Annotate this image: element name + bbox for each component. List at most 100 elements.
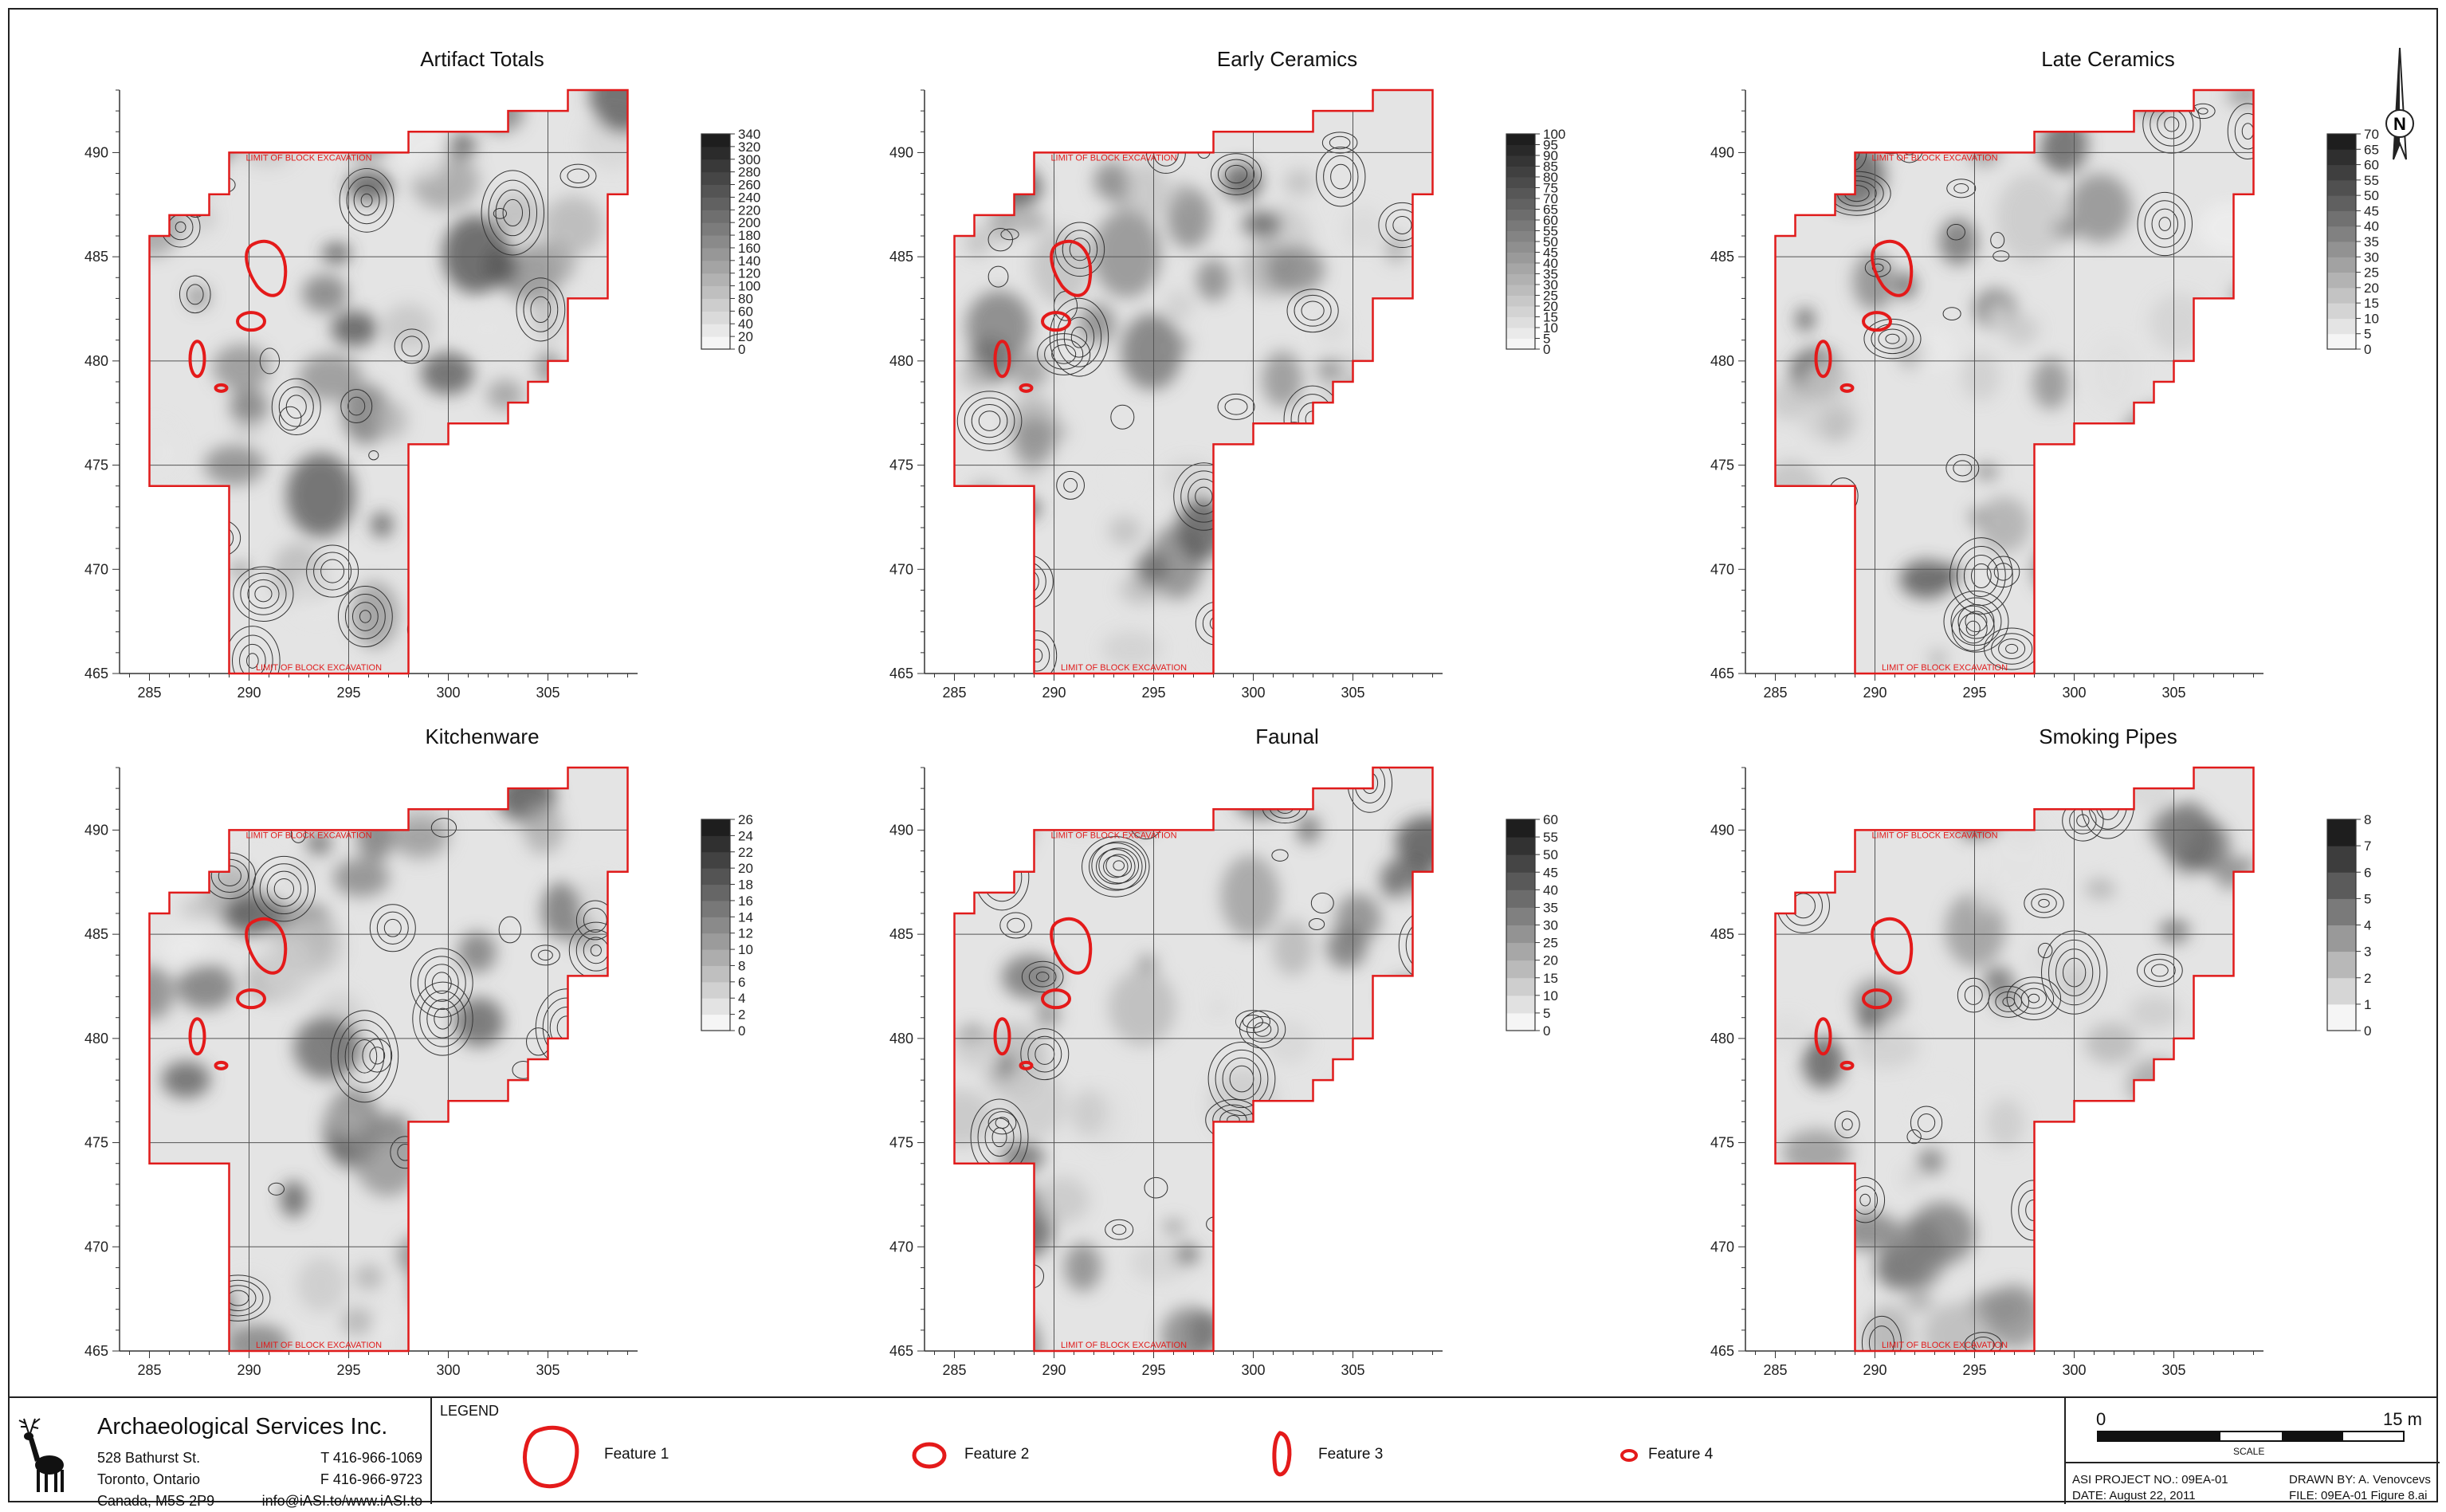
map-panel: Artifact Totals 285 290 295 300 305 465 470 475 4… <box>80 44 885 745</box>
scale-value-label: 320 <box>738 139 760 155</box>
y-tick-label: 475 <box>1710 458 1734 473</box>
x-tick-label: 285 <box>137 1362 161 1378</box>
boundary-label: LIMIT OF BLOCK EXCAVATION <box>245 831 371 840</box>
y-tick-label: 470 <box>1710 1239 1734 1255</box>
scale-value-label: 5 <box>2364 327 2371 342</box>
y-tick-label: 485 <box>889 926 913 942</box>
y-tick-label: 475 <box>84 458 108 473</box>
feature-4-symbol <box>1620 1449 1638 1462</box>
scale-value-label: 5 <box>2364 891 2371 906</box>
y-tick-label: 490 <box>889 822 913 838</box>
x-tick-label: 300 <box>2062 685 2086 701</box>
scale-value-label: 90 <box>1543 148 1558 163</box>
scale-value-label: 140 <box>738 253 760 269</box>
feature-2-outline <box>1041 311 1071 332</box>
x-tick-label: 300 <box>1241 1362 1265 1378</box>
value-scale-bar: 0204060801001201401601802002202402602803… <box>701 127 760 357</box>
map-axes: 285 290 295 300 305 465 470 475 480 485 490 <box>84 89 638 701</box>
y-tick-label: 485 <box>84 249 108 265</box>
address-street: 528 Bathurst St. <box>97 1450 201 1466</box>
y-tick-label: 480 <box>84 353 108 369</box>
scale-value-label: 160 <box>738 241 760 256</box>
y-tick-label: 465 <box>1710 1343 1734 1359</box>
feature-3-outline <box>188 340 206 379</box>
company-block: Archaeological Services Inc. 528 Bathurs… <box>8 1398 432 1509</box>
scale-value-label: 60 <box>2364 158 2379 173</box>
x-tick-label: 305 <box>536 1362 559 1378</box>
scale-value-label: 15 <box>2364 296 2379 311</box>
scale-value-label: 100 <box>738 279 760 294</box>
legend-label-feature-1: Feature 1 <box>604 1446 669 1463</box>
scale-value-label: 3 <box>2364 945 2371 960</box>
contact-tel: T 416-966-1069 <box>320 1450 422 1466</box>
value-scale-bar: 0510152025303540455055606570758085909510… <box>1506 127 1565 357</box>
legend-block: LEGEND Feature 1 Feature 2 Feature 3 Fea… <box>430 1398 2064 1504</box>
scale-value-label: 25 <box>2364 265 2379 281</box>
x-tick-label: 285 <box>942 1362 966 1378</box>
scale-value-label: 6 <box>738 975 745 990</box>
contour-surface <box>149 768 628 1351</box>
scale-value-label: 10 <box>738 942 753 957</box>
contour-surface <box>1775 768 2254 1351</box>
feature-1-outline <box>1050 917 1093 975</box>
y-tick-label: 470 <box>889 561 913 577</box>
scale-value-label: 60 <box>1543 213 1558 228</box>
scale-value-label: 5 <box>1543 1006 1550 1021</box>
address-city: Toronto, Ontario <box>97 1471 201 1487</box>
scale-value-label: 16 <box>738 893 753 909</box>
x-tick-label: 290 <box>1863 1362 1887 1378</box>
scale-value-label: 240 <box>738 190 760 205</box>
boundary-label: LIMIT OF BLOCK EXCAVATION <box>1871 153 1997 163</box>
feature-1-outline <box>245 239 288 297</box>
scale-value-label: 80 <box>738 291 753 306</box>
scale-value-label: 35 <box>1543 900 1558 915</box>
scale-value-label: 180 <box>738 228 760 243</box>
y-tick-label: 485 <box>1710 926 1734 942</box>
address-country: Canada, M5S 2P9 <box>97 1493 215 1509</box>
x-tick-label: 290 <box>237 1362 261 1378</box>
y-tick-label: 485 <box>1710 249 1734 265</box>
feature-1-symbol <box>523 1425 579 1489</box>
contour-surface <box>954 90 1433 674</box>
scale-value-label: 8 <box>2364 812 2371 827</box>
scale-value-label: 20 <box>738 329 753 344</box>
legend-label-feature-3: Feature 3 <box>1318 1446 1384 1463</box>
y-tick-label: 480 <box>889 353 913 369</box>
panel-title: Faunal <box>1255 725 1319 748</box>
x-tick-label: 295 <box>1962 685 1986 701</box>
project-number: ASI PROJECT NO.: 09EA-01 <box>2072 1473 2228 1486</box>
panel-title: Late Ceramics <box>2041 47 2175 71</box>
map-axes: 285 290 295 300 305 465 470 475 480 485 490 <box>1710 89 2263 701</box>
y-tick-label: 465 <box>889 1343 913 1359</box>
feature-4-outline <box>1019 1060 1034 1070</box>
y-tick-label: 465 <box>1710 666 1734 681</box>
scale-value-label: 14 <box>738 909 753 925</box>
y-tick-label: 465 <box>84 1343 108 1359</box>
y-tick-label: 470 <box>1710 561 1734 577</box>
scale-value-label: 85 <box>1543 159 1558 175</box>
north-arrow-icon: N <box>2385 47 2414 160</box>
boundary-label: LIMIT OF BLOCK EXCAVATION <box>256 1341 382 1350</box>
panel-title: Artifact Totals <box>420 47 544 71</box>
value-scale-bar: 0 1 2 3 4 5 6 7 8 <box>2326 812 2371 1039</box>
x-tick-label: 295 <box>336 1362 360 1378</box>
scale-value-label: 0 <box>1543 342 1550 357</box>
excavation-boundary <box>1774 88 2255 675</box>
feature-2-outline <box>1862 988 1892 1010</box>
scale-value-label: 0 <box>738 1023 745 1039</box>
feature-3-symbol <box>1272 1431 1292 1477</box>
legend-label-feature-2: Feature 2 <box>964 1446 1030 1463</box>
feature-4-outline <box>1019 383 1034 393</box>
feature-1-outline <box>1871 239 1914 297</box>
x-tick-label: 285 <box>137 685 161 701</box>
panel-title: Smoking Pipes <box>2039 725 2177 748</box>
y-tick-label: 490 <box>1710 144 1734 160</box>
scale-value-label: 70 <box>1543 191 1558 206</box>
scale-value-label: 300 <box>738 152 760 167</box>
scale-value-label: 0 <box>2364 1023 2371 1039</box>
scale-value-label: 40 <box>1543 882 1558 897</box>
y-tick-label: 480 <box>84 1031 108 1047</box>
